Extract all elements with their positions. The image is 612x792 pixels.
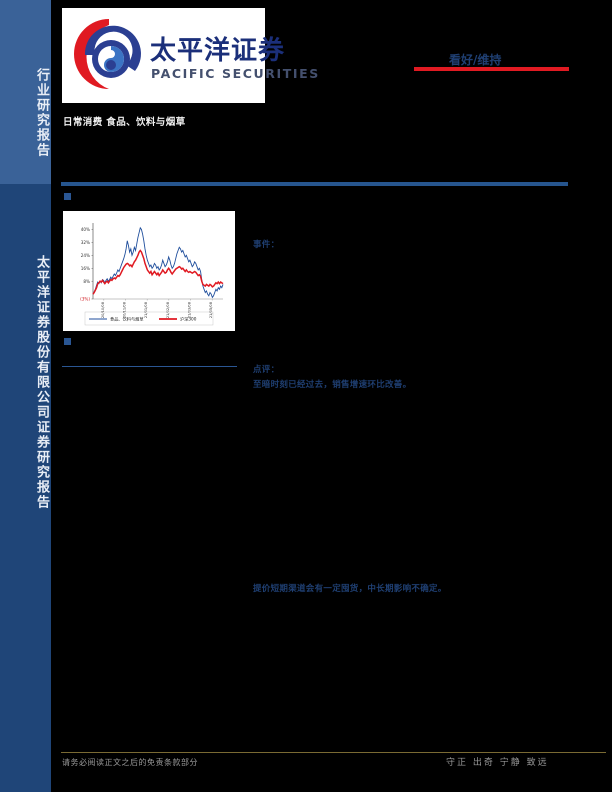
footer-disclaimer: 请务必阅读正文之后的免责条款部分: [62, 758, 198, 767]
event-section-heading: 事件：: [253, 240, 280, 250]
report-page: 太平洋证券 PACIFIC SECURITIES 日常消费 食品、饮料与烟草 看…: [51, 0, 612, 792]
pacific-securities-logo-icon: [74, 19, 141, 89]
rating-badge: 看好/维持: [449, 53, 502, 67]
svg-text:40%: 40%: [81, 227, 90, 232]
company-logo: 太平洋证券 PACIFIC SECURITIES: [62, 8, 318, 103]
logo-name-en: PACIFIC SECURITIES: [151, 66, 320, 81]
svg-text:20/10/08: 20/10/08: [101, 301, 105, 318]
svg-text:(3%): (3%): [80, 297, 90, 302]
sidebar-company-label: 太平洋证券股份有限公司证券研究报告: [34, 254, 49, 510]
svg-text:沪深300: 沪深300: [180, 316, 197, 323]
svg-text:32%: 32%: [81, 240, 90, 245]
footer-slogan: 守正 出奇 宁静 致远: [446, 758, 549, 768]
svg-text:21/01/08: 21/01/08: [144, 301, 148, 318]
section-bullet-one: [64, 193, 71, 200]
svg-text:20/11/08: 20/11/08: [123, 301, 127, 318]
header-divider-rule: [61, 182, 568, 186]
svg-text:21/05/08: 21/05/08: [209, 301, 213, 318]
sidebar-report-type-label: 行业研究报告: [34, 68, 49, 158]
sidebar-bottom-panel: [0, 184, 51, 792]
svg-text:21/02/08: 21/02/08: [166, 301, 170, 318]
svg-text:21/03/08: 21/03/08: [188, 301, 192, 318]
svg-text:24%: 24%: [81, 253, 90, 258]
performance-chart: 40% 32% 24% 16% 8% (3%) 20/10/08 20/11/08 21/01…: [63, 211, 235, 331]
review-section-heading: 点评：: [253, 365, 280, 375]
review-summary-line: 至暗时刻已经过去，销售增速环比改善。: [253, 380, 412, 390]
logo-name-cn: 太平洋证券: [150, 36, 286, 66]
chart-caption-divider-rule: [62, 366, 237, 367]
chart-series-csi300-line: [92, 249, 224, 295]
footer-divider-rule: [61, 752, 606, 753]
industry-classification-label: 日常消费 食品、饮料与烟草: [63, 117, 186, 128]
rating-underline-rule: [414, 67, 569, 71]
performance-chart-svg: 40% 32% 24% 16% 8% (3%) 20/10/08 20/11/08 21/01…: [63, 211, 235, 331]
sidebar-top-panel: [0, 0, 51, 184]
svg-text:8%: 8%: [83, 279, 90, 284]
svg-text:16%: 16%: [81, 266, 90, 271]
svg-text:食品、饮料与烟草: 食品、饮料与烟草: [110, 316, 144, 323]
chart-legend: 食品、饮料与烟草 沪深300: [84, 311, 214, 326]
price-increase-note: 提价短期渠道会有一定囤货，中长期影响不确定。: [253, 584, 447, 594]
section-bullet-two: [64, 338, 71, 345]
